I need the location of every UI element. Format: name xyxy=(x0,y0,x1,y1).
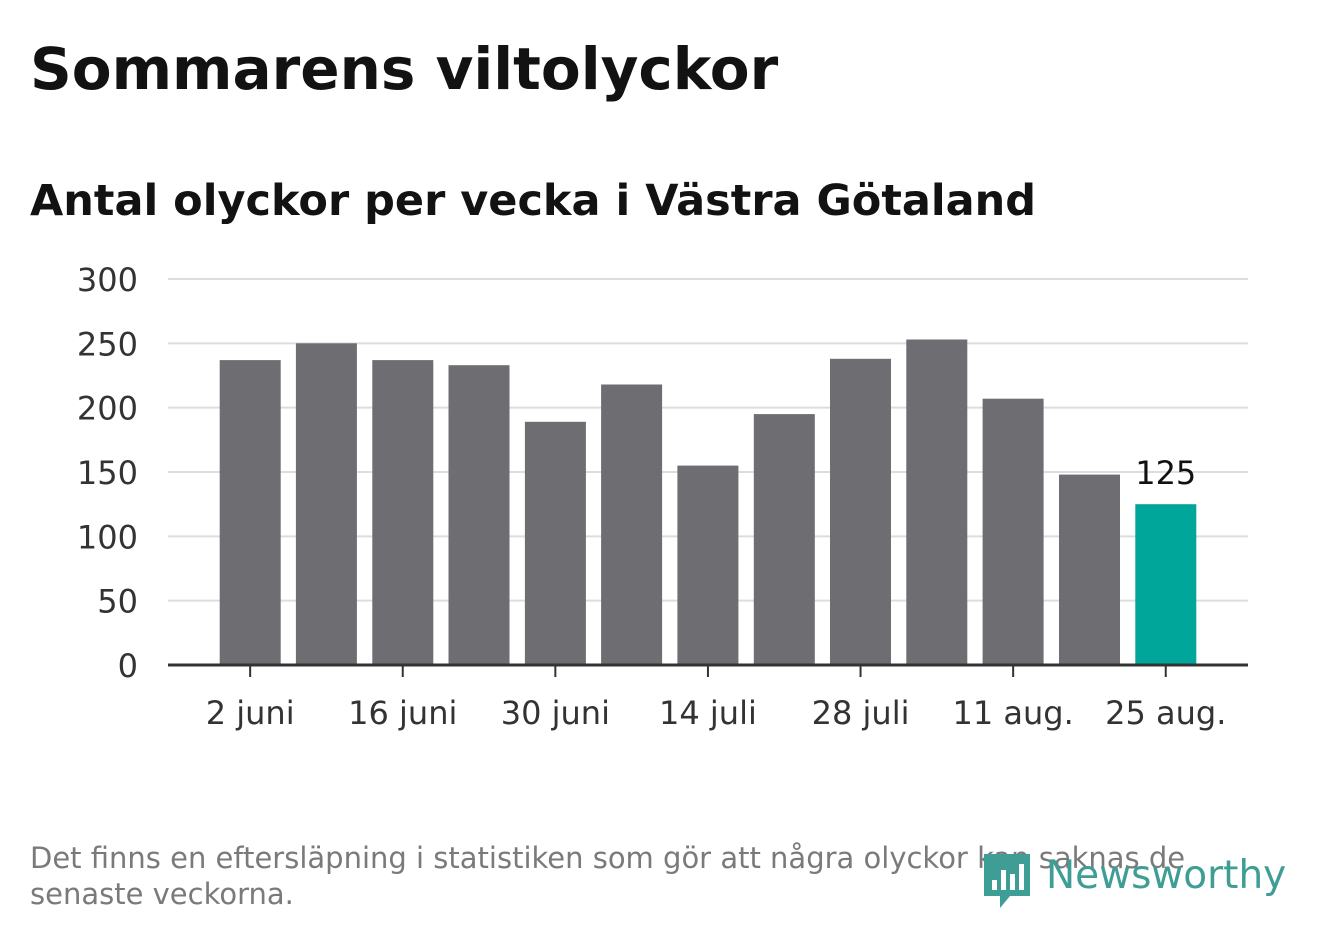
chart-subtitle: Antal olyckor per vecka i Västra Götalan… xyxy=(30,176,1037,226)
bar-23-juni xyxy=(448,365,510,665)
bar-4-aug xyxy=(906,339,968,665)
value-labels: 125 xyxy=(1135,454,1196,492)
x-tick-label-14-juli: 14 juli xyxy=(659,694,757,732)
x-tick-label-30-juni: 30 juni xyxy=(501,694,610,732)
bar-11-aug xyxy=(982,398,1044,665)
newsworthy-logo-icon xyxy=(984,854,1030,908)
value-label-25-aug: 125 xyxy=(1135,454,1196,492)
x-tick-label-25-aug: 25 aug. xyxy=(1105,694,1226,732)
x-tick-label-2-juni: 2 juni xyxy=(206,694,295,732)
bar-2-juni xyxy=(219,360,281,665)
newsworthy-logo-text: Newsworthy xyxy=(1046,853,1287,898)
newsworthy-logo: Newsworthy xyxy=(980,850,1300,912)
x-axis-ticks: 2 juni 16 juni 30 juni 14 juli 28 juli 11 aug… xyxy=(206,665,1226,732)
bar-21-juli xyxy=(753,414,815,665)
bars xyxy=(219,339,1197,665)
bar-18-aug xyxy=(1059,474,1120,665)
chart-title: Sommarens viltolyckor xyxy=(30,35,779,103)
y-axis-ticks: 0 50 100 150 200 250 300 xyxy=(77,261,138,685)
x-tick-label-11-aug: 11 aug. xyxy=(953,694,1074,732)
bar-30-juni xyxy=(524,421,586,665)
y-tick-label-150: 150 xyxy=(77,454,138,492)
y-tick-label-0: 0 xyxy=(118,647,138,685)
bar-25-aug xyxy=(1135,504,1197,665)
y-tick-label-50: 50 xyxy=(97,583,138,621)
bar-28-juli xyxy=(830,358,891,665)
y-tick-label-250: 250 xyxy=(77,325,138,363)
bar-14-juli xyxy=(677,465,739,665)
y-tick-label-300: 300 xyxy=(77,261,138,299)
y-tick-label-100: 100 xyxy=(77,518,138,556)
x-tick-label-16-juni: 16 juni xyxy=(348,694,457,732)
bar-9-juni xyxy=(295,343,357,665)
x-tick-label-28-juli: 28 juli xyxy=(812,694,910,732)
bar-7-juli xyxy=(601,384,663,665)
y-tick-label-200: 200 xyxy=(77,390,138,428)
bar-16-juni xyxy=(372,360,434,665)
bar-chart: 0 50 100 150 200 250 300 2 juni 16 juni 30 juni 1… xyxy=(77,261,1248,732)
